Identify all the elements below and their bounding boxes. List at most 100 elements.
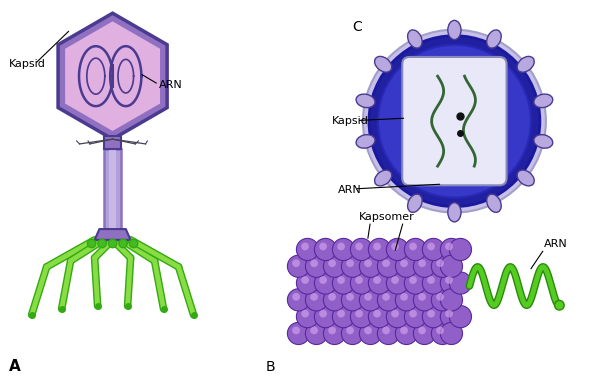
Text: Kapsid: Kapsid [9,59,46,69]
Ellipse shape [487,30,501,48]
Circle shape [310,259,318,267]
Polygon shape [104,136,121,149]
Circle shape [413,289,435,311]
Circle shape [436,327,444,334]
Circle shape [431,289,453,311]
Polygon shape [104,149,121,229]
Circle shape [368,272,391,294]
Circle shape [319,276,327,284]
Ellipse shape [369,36,540,207]
Circle shape [405,306,426,328]
Circle shape [323,289,346,311]
Circle shape [440,255,463,277]
Ellipse shape [487,194,501,212]
Ellipse shape [356,134,375,148]
Circle shape [405,272,426,294]
Circle shape [297,238,318,261]
Ellipse shape [534,94,553,108]
Circle shape [409,310,417,317]
Circle shape [373,310,381,317]
Circle shape [346,327,354,334]
Circle shape [350,306,373,328]
Circle shape [373,276,381,284]
Circle shape [314,238,336,261]
Circle shape [440,272,463,294]
Circle shape [440,322,463,345]
Circle shape [427,243,435,250]
Circle shape [337,310,345,317]
Circle shape [449,238,472,261]
Circle shape [98,239,106,248]
Circle shape [555,300,564,310]
Circle shape [445,243,453,250]
Circle shape [364,259,372,267]
Circle shape [382,293,390,301]
Polygon shape [95,229,131,240]
Circle shape [323,255,346,277]
Circle shape [440,238,463,261]
Circle shape [449,272,472,294]
Circle shape [396,289,417,311]
Circle shape [431,255,453,277]
Circle shape [400,327,408,334]
Circle shape [341,322,364,345]
Circle shape [364,327,372,334]
Circle shape [422,272,444,294]
Circle shape [427,310,435,317]
Circle shape [302,310,309,317]
Circle shape [422,238,444,261]
Circle shape [314,272,336,294]
Ellipse shape [517,170,534,186]
Circle shape [409,243,417,250]
Circle shape [440,306,463,328]
Circle shape [377,322,400,345]
Circle shape [445,310,453,317]
Circle shape [418,327,426,334]
Circle shape [422,306,444,328]
Ellipse shape [374,57,392,72]
Circle shape [328,259,336,267]
Circle shape [305,289,327,311]
Circle shape [305,322,327,345]
Circle shape [382,327,390,334]
Text: ARN: ARN [159,80,183,90]
Circle shape [400,293,408,301]
Circle shape [119,239,127,248]
Circle shape [292,259,300,267]
Circle shape [436,259,444,267]
Circle shape [346,259,354,267]
Circle shape [332,306,355,328]
Ellipse shape [374,170,392,186]
Ellipse shape [448,203,461,222]
Text: ARN: ARN [338,185,361,195]
Circle shape [377,289,400,311]
Circle shape [87,239,96,248]
Circle shape [387,272,409,294]
Circle shape [387,306,409,328]
Circle shape [288,322,309,345]
Polygon shape [65,20,161,132]
Text: C: C [353,20,362,34]
Polygon shape [109,149,116,229]
Circle shape [413,255,435,277]
Circle shape [413,322,435,345]
Circle shape [297,272,318,294]
Circle shape [368,238,391,261]
Circle shape [310,327,318,334]
Circle shape [382,259,390,267]
Ellipse shape [517,57,534,72]
Text: A: A [9,359,21,374]
Circle shape [292,327,300,334]
Circle shape [449,306,472,328]
Circle shape [391,243,399,250]
Circle shape [355,276,363,284]
Circle shape [400,259,408,267]
Circle shape [310,293,318,301]
Text: B: B [265,360,275,374]
Ellipse shape [408,194,422,212]
Circle shape [305,255,327,277]
Circle shape [297,306,318,328]
Circle shape [314,306,336,328]
Circle shape [341,289,364,311]
Circle shape [332,272,355,294]
